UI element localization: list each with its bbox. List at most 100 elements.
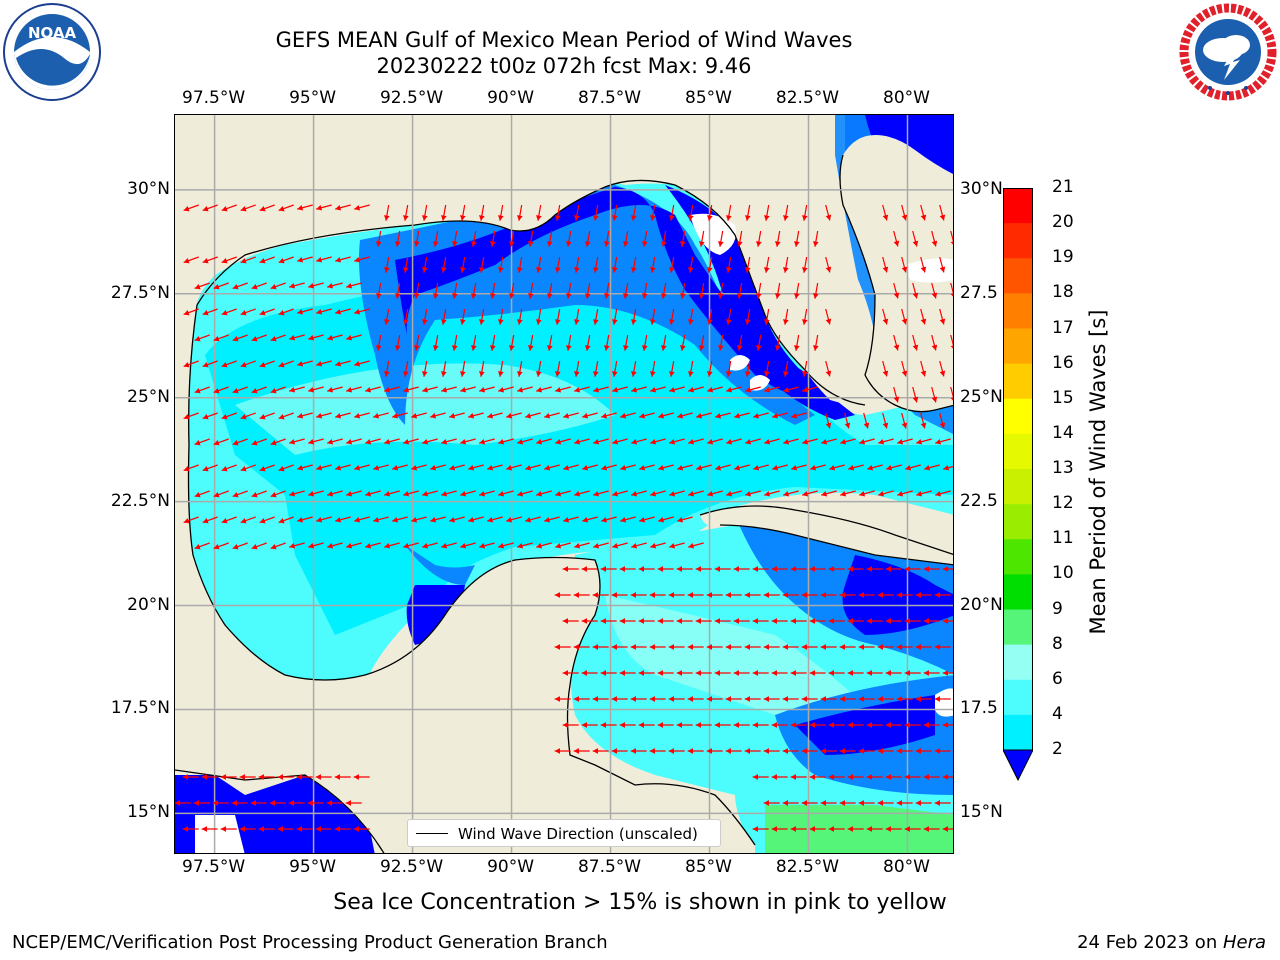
wind-wave-arrowhead (194, 283, 201, 290)
wind-wave-arrowhead (939, 214, 946, 221)
lat-tick-left-1: 27.5°N (110, 282, 170, 303)
colorbar-tick-5: 16 (1052, 352, 1074, 373)
wind-wave-arrowhead (790, 670, 796, 676)
wind-wave-arrowhead (440, 319, 447, 325)
wind-wave-arrowhead (774, 241, 781, 247)
wind-wave-arrowhead (858, 644, 864, 650)
wind-wave-arrowhead (783, 386, 790, 393)
nws-logo (1178, 2, 1278, 102)
colorbar-tick-15: 4 (1052, 703, 1063, 724)
wind-wave-arrowhead (707, 490, 714, 497)
lon-tick-bottom-7: 80°W (883, 857, 930, 877)
wind-wave-arrowhead (565, 345, 572, 351)
wind-wave-arrowhead (413, 345, 420, 351)
footer-date-text: 24 Feb 2023 on (1077, 932, 1223, 953)
northern-gulf-darkblue (395, 187, 825, 395)
pale-band (235, 363, 615, 455)
wind-wave-arrowhead (622, 241, 629, 247)
wind-wave-arrowhead (296, 826, 302, 832)
wind-wave-arrowhead (782, 592, 788, 598)
lat-tick-left-5: 17.5°N (110, 698, 170, 719)
wind-wave-arrowhead (696, 464, 703, 471)
wind-wave-arrowhead (508, 293, 515, 299)
wind-wave-arrowhead (562, 670, 568, 676)
wind-wave-arrowhead (202, 413, 209, 420)
wind-wave-arrowhead (698, 241, 705, 247)
wind-wave-arrowhead (375, 293, 382, 299)
wind-wave-arrowhead (581, 566, 587, 572)
wind-wave-arrowhead (334, 826, 340, 832)
wind-wave-arrowhead (755, 345, 762, 351)
wind-wave-arrowhead (901, 422, 908, 429)
wind-wave-arrowhead (258, 826, 264, 832)
footer-credit: NCEP/EMC/Verification Post Processing Pr… (12, 932, 608, 953)
wind-wave-arrowhead (334, 774, 340, 780)
wind-wave-arrowhead (763, 644, 769, 650)
wind-wave-arrowhead (194, 491, 201, 498)
wind-wave-arrowhead (593, 542, 600, 549)
wind-wave-arrowhead (544, 464, 551, 471)
wind-wave-arrowhead (183, 257, 190, 264)
wind-wave-arrowhead (676, 618, 682, 624)
wind-wave-arrowhead (755, 293, 762, 299)
wind-wave-arrowhead (353, 774, 359, 780)
wind-wave-arrowhead (611, 592, 617, 598)
wind-wave-arrowhead (212, 800, 218, 806)
wind-wave-arrowhead (950, 397, 953, 401)
wind-wave-arrowhead (679, 241, 686, 247)
wind-wave-arrowhead (706, 215, 713, 221)
wind-wave-arrowhead (839, 592, 845, 598)
wind-wave-arrowhead (847, 670, 853, 676)
wind-wave-arrowhead (354, 204, 361, 211)
wind-wave-arrowhead (297, 464, 304, 471)
wind-wave-arrowhead (896, 644, 902, 650)
wind-wave-arrowhead (631, 386, 638, 393)
wind-wave-arrowhead (885, 826, 891, 832)
wind-wave-arrowhead (920, 422, 927, 429)
wind-wave-arrowhead (335, 360, 342, 367)
wind-wave-arrowhead (592, 592, 598, 598)
wind-wave-arrowhead (733, 566, 739, 572)
wind-wave-arrowhead (183, 361, 190, 368)
wind-wave-arrowhead (726, 490, 733, 497)
wind-wave-arrow (950, 386, 953, 398)
wind-wave-arrowhead (725, 696, 731, 702)
wind-wave-arrowhead (763, 215, 770, 221)
wind-wave-arrowhead (915, 644, 921, 650)
wind-wave-arrowhead (714, 722, 720, 728)
wind-wave-arrowhead (905, 464, 912, 471)
wind-wave-arrowhead (725, 267, 732, 273)
wind-wave-arrowhead (573, 371, 580, 377)
noaa-logo: NOAA (2, 2, 102, 102)
wind-wave-arrowhead (915, 800, 921, 806)
wind-wave-arrowhead (592, 215, 599, 221)
wind-wave-arrowhead (893, 344, 900, 351)
wind-wave-arrowhead (783, 490, 790, 497)
wind-wave-arrowhead (573, 592, 579, 598)
wind-wave-arrowhead (920, 370, 927, 377)
wind-wave-arrowhead (259, 257, 266, 264)
wind-wave-arrowhead (878, 490, 885, 497)
colorbar-band-3 (1003, 293, 1033, 329)
coastline-florida (839, 154, 953, 413)
wind-wave-arrowhead (440, 267, 447, 273)
wind-wave-arrowhead (278, 309, 285, 316)
wind-wave-arrowhead (753, 412, 760, 419)
wind-wave-arrowhead (668, 319, 675, 325)
colorbar-tick-4: 17 (1052, 317, 1074, 338)
wind-wave-arrowhead (801, 592, 807, 598)
wind-wave-arrowhead (791, 464, 798, 471)
wind-wave-arrowhead (422, 386, 429, 393)
wind-wave-arrowhead (601, 464, 608, 471)
wind-wave-arrowhead (934, 696, 940, 702)
campeche-darkblue (406, 585, 465, 645)
wind-wave-arrowhead (736, 293, 743, 299)
wind-wave-arrowhead (801, 215, 808, 221)
footer-date: 24 Feb 2023 on Hera (1077, 932, 1266, 953)
wind-wave-arrowhead (771, 618, 777, 624)
wind-wave-arrowhead (802, 386, 809, 393)
wind-wave-arrowhead (603, 293, 610, 299)
wind-wave-arrowhead (221, 517, 228, 524)
wind-wave-arrowhead (459, 215, 466, 221)
wind-wave-arrowhead (335, 204, 342, 211)
